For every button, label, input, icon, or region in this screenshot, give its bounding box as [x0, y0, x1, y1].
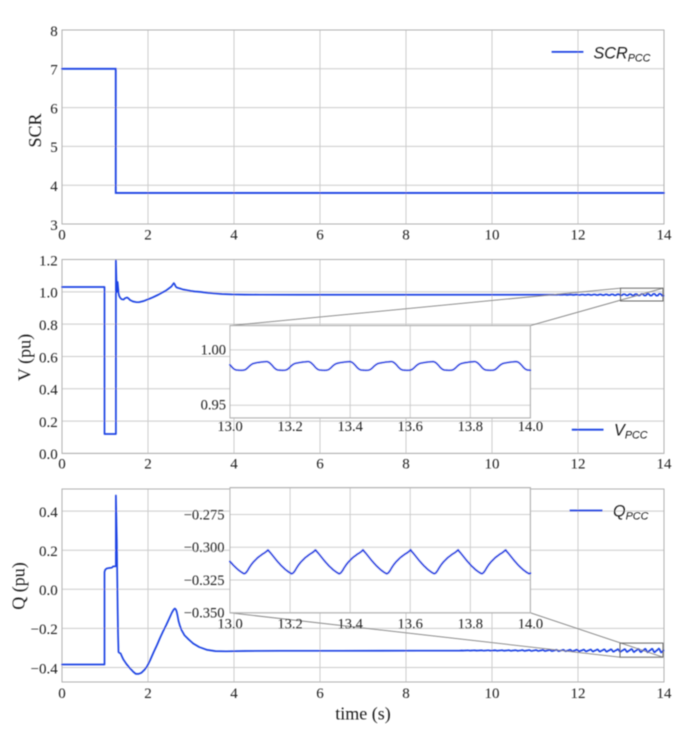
svg-text:10: 10: [485, 227, 500, 243]
svg-text:2: 2: [144, 686, 152, 702]
svg-text:4: 4: [230, 227, 238, 243]
svg-text:14: 14: [657, 457, 673, 473]
svg-text:−0.300: −0.300: [184, 540, 225, 556]
svg-text:6: 6: [316, 457, 324, 473]
svg-text:−0.350: −0.350: [184, 606, 225, 622]
svg-text:0.6: 0.6: [39, 350, 58, 366]
svg-text:5: 5: [50, 140, 58, 156]
svg-text:6: 6: [316, 227, 324, 243]
svg-text:2: 2: [144, 457, 152, 473]
svg-text:0: 0: [58, 457, 66, 473]
svg-text:14.0: 14.0: [518, 616, 543, 632]
svg-text:0.4: 0.4: [39, 505, 58, 521]
svg-text:8: 8: [402, 457, 410, 473]
svg-text:0.2: 0.2: [39, 415, 58, 431]
svg-text:14.0: 14.0: [518, 419, 543, 435]
svg-text:6: 6: [50, 101, 58, 117]
svg-text:7: 7: [50, 63, 58, 79]
svg-text:0: 0: [58, 227, 66, 243]
svg-text:13.0: 13.0: [217, 419, 242, 435]
svg-text:1.0: 1.0: [39, 286, 58, 302]
svg-text:1.00: 1.00: [201, 342, 226, 358]
svg-text:13.4: 13.4: [337, 616, 363, 632]
svg-text:13.2: 13.2: [277, 419, 302, 435]
svg-text:0: 0: [58, 686, 66, 702]
svg-text:0.2: 0.2: [39, 544, 58, 560]
svg-text:4: 4: [230, 686, 238, 702]
svg-text:12: 12: [571, 227, 586, 243]
svg-text:V (pu): V (pu): [15, 334, 36, 381]
svg-text:0.95: 0.95: [201, 398, 226, 414]
svg-text:Q (pu): Q (pu): [9, 562, 30, 610]
svg-text:0.4: 0.4: [39, 383, 58, 399]
svg-text:8: 8: [402, 686, 410, 702]
svg-text:13.8: 13.8: [458, 419, 483, 435]
svg-text:14: 14: [657, 686, 673, 702]
svg-text:13.0: 13.0: [217, 616, 242, 632]
svg-text:13.6: 13.6: [398, 419, 423, 435]
svg-text:0.8: 0.8: [39, 318, 58, 334]
svg-text:2: 2: [144, 227, 152, 243]
svg-text:SCR: SCR: [25, 113, 45, 147]
svg-text:14: 14: [657, 227, 673, 243]
svg-text:0.0: 0.0: [39, 583, 58, 599]
svg-text:12: 12: [571, 457, 586, 473]
svg-text:6: 6: [316, 686, 324, 702]
svg-text:3: 3: [50, 218, 58, 234]
svg-text:4: 4: [230, 457, 238, 473]
svg-text:13.8: 13.8: [458, 616, 483, 632]
svg-text:−0.2: −0.2: [31, 622, 58, 638]
svg-text:13.2: 13.2: [277, 616, 302, 632]
svg-text:−0.325: −0.325: [184, 573, 225, 589]
svg-text:−0.4: −0.4: [31, 661, 59, 677]
svg-text:time (s): time (s): [335, 704, 391, 725]
svg-text:12: 12: [571, 686, 586, 702]
svg-text:1.2: 1.2: [39, 253, 58, 269]
svg-text:13.4: 13.4: [337, 419, 363, 435]
svg-text:10: 10: [485, 686, 500, 702]
svg-text:10: 10: [485, 457, 500, 473]
svg-text:8: 8: [50, 24, 58, 40]
svg-text:−0.275: −0.275: [184, 507, 225, 523]
svg-text:8: 8: [402, 227, 410, 243]
svg-text:4: 4: [50, 179, 58, 195]
svg-text:0.0: 0.0: [39, 447, 58, 463]
svg-text:13.6: 13.6: [398, 616, 423, 632]
